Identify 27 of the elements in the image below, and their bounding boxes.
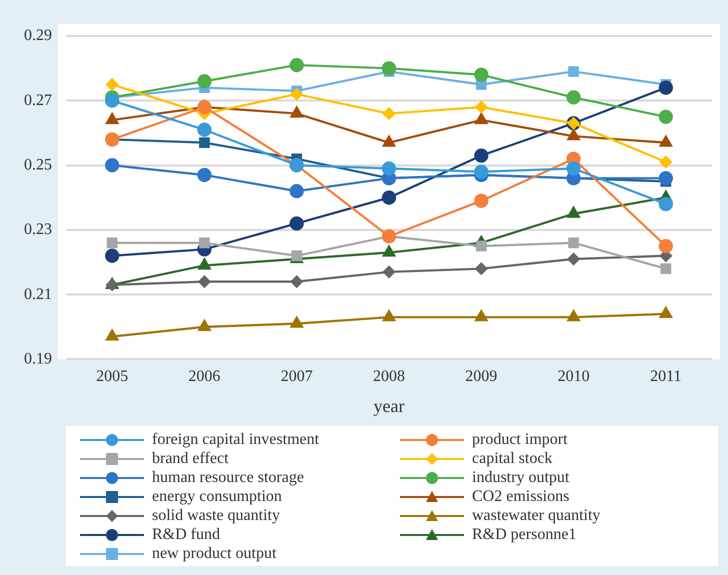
legend-label: brand effect: [152, 450, 229, 468]
y-tick-label: 0.21: [24, 286, 52, 303]
x-tick-label: 2008: [373, 368, 405, 386]
x-tick-label: 2005: [96, 368, 128, 386]
y-tick-label: 0.27: [24, 92, 52, 109]
x-tick-label: 2010: [558, 368, 590, 386]
x-tick-label: 2006: [188, 368, 220, 386]
legend-label: R&D personne1: [472, 526, 576, 544]
legend-label: product import: [472, 430, 568, 448]
x-axis-title: year: [374, 396, 404, 416]
legend-label: foreign capital investment: [152, 430, 320, 448]
legend-label: CO2 emissions: [472, 488, 570, 506]
legend-label: industry output: [472, 468, 570, 486]
y-tick-label: 0.25: [24, 156, 52, 174]
legend-label: capital stock: [472, 450, 552, 468]
legend-label: human resource storage: [152, 468, 304, 486]
x-tick-label: 2011: [650, 368, 682, 386]
x-tick-label: 2007: [280, 368, 313, 386]
y-tick-label: 0.29: [24, 27, 52, 44]
y-tick-label: 0.19: [24, 350, 52, 368]
legend-label: wastewater quantity: [472, 506, 600, 524]
legend-label: energy consumption: [152, 488, 282, 506]
legend-label: new product output: [152, 544, 276, 562]
x-tick-label: 2009: [465, 368, 498, 386]
legend-label: R&D fund: [152, 526, 220, 544]
legend-label: solid waste quantity: [152, 506, 280, 524]
y-tick-label: 0.23: [24, 221, 52, 238]
